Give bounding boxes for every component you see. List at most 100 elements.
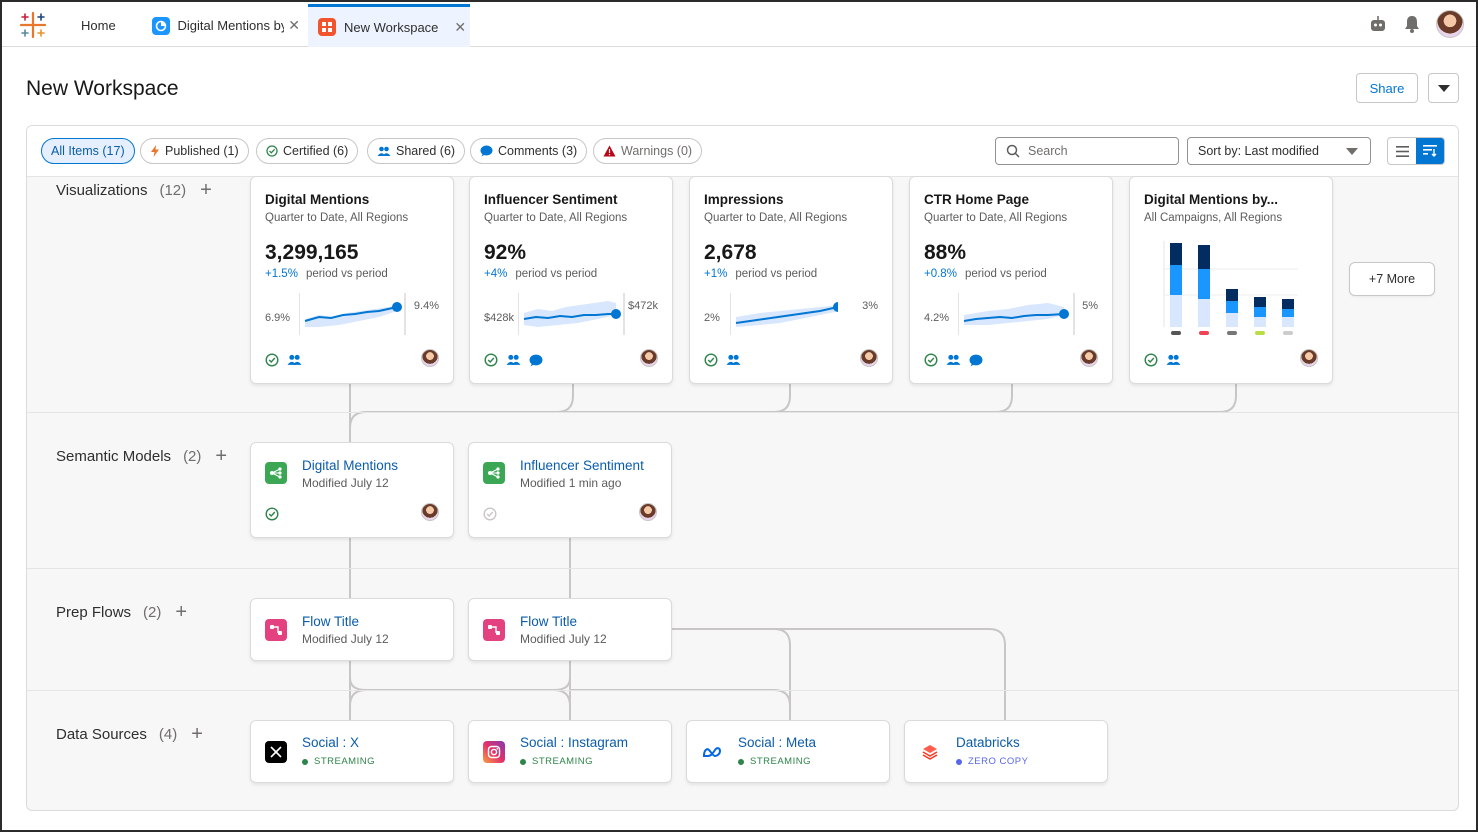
add-icon[interactable]: + (215, 445, 228, 467)
kpi-delta: +4% period vs period (484, 268, 597, 280)
filter-label: Shared (6) (396, 144, 456, 158)
viz-card-digital-mentions-by[interactable]: Digital Mentions by... All Campaigns, Al… (1129, 176, 1333, 384)
close-icon[interactable]: ✕ (454, 18, 467, 35)
delta-label: period vs period (964, 268, 1047, 280)
filter-label: Published (1) (165, 144, 239, 158)
tab-home-label: Home (81, 18, 116, 33)
section-title: Semantic Models (56, 447, 172, 465)
card-title: Databricks (956, 735, 1020, 750)
sparkline-low: $428k (484, 312, 514, 324)
card-title: Influencer Sentiment (520, 458, 644, 473)
stacked-bar-thumbnail (1163, 241, 1298, 335)
card-title: Social : Instagram (520, 735, 629, 750)
viz-card-digital-mentions[interactable]: Digital Mentions Quarter to Date, All Re… (250, 176, 454, 384)
card-subtitle: Modified July 12 (302, 476, 389, 490)
prep-flow-icon (265, 619, 287, 641)
viz-card-influencer-sentiment[interactable]: Influencer Sentiment Quarter to Date, Al… (469, 176, 673, 384)
list-view-button[interactable] (1388, 138, 1416, 164)
add-icon[interactable]: + (175, 601, 188, 623)
delta-value: +1% (704, 268, 728, 280)
data-source-card[interactable]: Social : Meta STREAMING (686, 720, 890, 783)
filter-label: All Items (17) (51, 144, 125, 158)
owner-avatar[interactable] (421, 349, 439, 367)
add-icon[interactable]: + (200, 179, 212, 201)
owner-avatar[interactable] (421, 503, 439, 521)
search-input[interactable]: Search (995, 137, 1179, 165)
prep-flow-card[interactable]: Flow Title Modified July 12 (468, 598, 672, 661)
prep-flow-card[interactable]: Flow Title Modified July 12 (250, 598, 454, 661)
owner-avatar[interactable] (1080, 349, 1098, 367)
view-toggle (1387, 137, 1445, 165)
card-title: Influencer Sentiment (484, 192, 618, 207)
people-icon (726, 354, 741, 365)
card-title: Impressions (704, 192, 784, 207)
card-subtitle: Quarter to Date, All Regions (265, 212, 409, 224)
sort-dropdown[interactable]: Sort by: Last modified (1187, 137, 1371, 165)
filter-all-items[interactable]: All Items (17) (41, 138, 135, 164)
filter-warnings[interactable]: Warnings (0) (593, 138, 703, 164)
card-subtitle: Quarter to Date, All Regions (924, 212, 1068, 224)
more-visualizations-button[interactable]: +7 More (1349, 262, 1435, 296)
data-source-card[interactable]: Social : Instagram STREAMING (468, 720, 672, 783)
card-subtitle: All Campaigns, All Regions (1144, 212, 1283, 224)
comment-icon (969, 354, 983, 366)
section-title: Prep Flows (56, 603, 132, 621)
prep-flow-icon (483, 619, 505, 641)
card-subtitle: Quarter to Date, All Regions (704, 212, 848, 224)
tab-new-workspace[interactable]: New Workspace ✕ (308, 4, 470, 47)
status-badge: STREAMING (520, 756, 593, 767)
tableau-logo-icon[interactable] (18, 10, 48, 40)
x-logo-icon (265, 741, 287, 763)
card-subtitle: Modified July 12 (520, 632, 607, 646)
owner-avatar[interactable] (639, 503, 657, 521)
sparkline-high: 9.4% (413, 300, 439, 312)
workspace-icon (318, 18, 336, 36)
filter-certified[interactable]: Certified (6) (256, 138, 359, 164)
more-actions-button[interactable] (1428, 73, 1459, 103)
list-icon (1395, 145, 1409, 157)
filter-shared[interactable]: Shared (6) (367, 138, 466, 164)
card-badges (924, 353, 983, 367)
card-title: Digital Mentions by... (1144, 192, 1279, 207)
sparkline-chart (518, 293, 625, 335)
viz-card-impressions[interactable]: Impressions Quarter to Date, All Regions… (689, 176, 893, 384)
kpi-value: 3,299,165 (265, 241, 359, 264)
filter-comments[interactable]: Comments (3) (470, 138, 588, 164)
semantic-model-card[interactable]: Digital Mentions Modified July 12 (250, 442, 454, 538)
status-label: STREAMING (532, 756, 593, 767)
search-icon (1006, 144, 1020, 158)
people-icon (946, 354, 961, 365)
kpi-value: 88% (924, 241, 967, 264)
agent-icon[interactable] (1368, 14, 1388, 34)
filter-published[interactable]: Published (1) (140, 138, 249, 164)
add-icon[interactable]: + (191, 723, 203, 745)
delta-label: period vs period (735, 268, 818, 280)
card-subtitle: Quarter to Date, All Regions (484, 212, 628, 224)
owner-avatar[interactable] (640, 349, 658, 367)
share-button[interactable]: Share (1356, 73, 1418, 103)
delta-value: +0.8% (924, 268, 957, 280)
close-icon[interactable]: ✕ (288, 17, 300, 33)
certified-check-icon (265, 353, 279, 367)
semantic-model-card[interactable]: Influencer Sentiment Modified 1 min ago (468, 442, 672, 538)
tab-label: Digital Mentions by (177, 18, 285, 33)
data-source-card[interactable]: Databricks ZERO COPY (904, 720, 1108, 783)
status-badge: STREAMING (738, 756, 811, 767)
lineage-view-button[interactable] (1416, 138, 1444, 164)
tab-home[interactable]: Home (81, 4, 116, 47)
card-badges (1144, 353, 1181, 367)
owner-avatar[interactable] (860, 349, 878, 367)
sparkline-high: $472k (628, 300, 658, 312)
owner-avatar[interactable] (1300, 349, 1318, 367)
tab-digital-mentions[interactable]: Digital Mentions by ✕ (142, 4, 300, 47)
sparkline-chart (299, 293, 406, 335)
viz-card-ctr-home-page[interactable]: CTR Home Page Quarter to Date, All Regio… (909, 176, 1113, 384)
data-source-card[interactable]: Social : X STREAMING (250, 720, 454, 783)
bell-icon[interactable] (1402, 14, 1422, 34)
user-avatar[interactable] (1436, 10, 1464, 38)
sparkline-chart (958, 293, 1075, 335)
warning-icon (603, 145, 616, 157)
section-count: (2) (143, 603, 162, 621)
status-badge: ZERO COPY (956, 756, 1028, 767)
comment-icon (529, 354, 543, 366)
